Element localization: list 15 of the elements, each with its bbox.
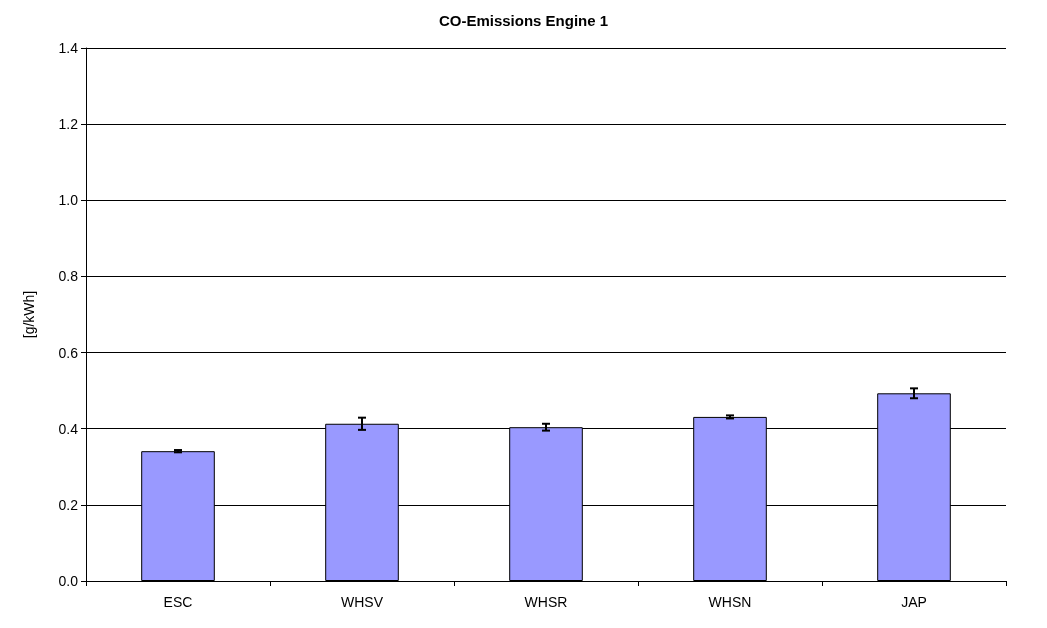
y-tick-label: 1.0 [58,192,79,209]
x-tick-label: ESC [163,594,193,610]
y-tick-label: 0.0 [58,573,79,589]
y-tick-label: 0.2 [58,496,79,513]
y-tick-label: 0.4 [58,420,79,437]
y-tick-label: 0.8 [58,268,79,285]
x-tick-label: JAP [901,594,927,610]
y-axis-title: [g/kWh] [21,290,37,339]
x-tick-label: WHSN [708,594,752,610]
y-tick-label: 1.4 [58,40,79,56]
x-tick-label: WHSR [524,594,568,610]
x-tick-label: WHSV [341,594,384,610]
y-tick-label: 1.2 [58,116,79,133]
y-tick-label: 0.6 [58,344,79,361]
chart-title: CO-Emissions Engine 1 [438,12,609,29]
